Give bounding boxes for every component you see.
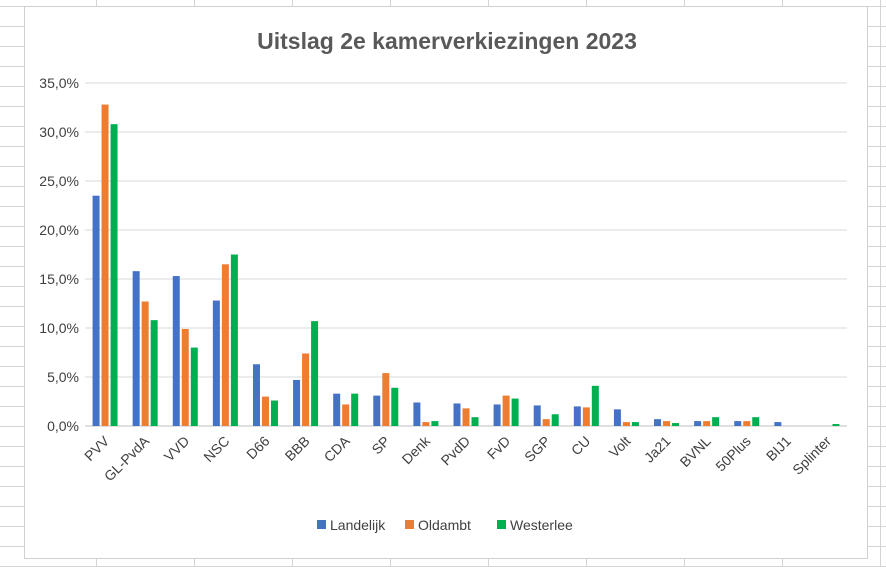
gridlines — [85, 82, 847, 427]
x-tick-label: Volt — [606, 433, 634, 461]
x-tick-label: Denk — [399, 432, 434, 467]
bar-landelijk-d66 — [252, 364, 260, 426]
x-tick-label: CU — [568, 433, 594, 459]
bar-oldambt-50plus — [743, 421, 751, 426]
bar-westerlee-nsc — [230, 254, 238, 426]
bar-landelijk-volt — [613, 409, 621, 426]
legend-label: Oldambt — [418, 517, 471, 533]
x-tick-label: PvdD — [438, 433, 474, 469]
bar-westerlee-denk — [431, 421, 439, 426]
y-tick-label: 10,0% — [39, 320, 79, 336]
x-tick-label: CDA — [321, 432, 354, 465]
bar-westerlee-d66 — [270, 400, 278, 426]
bar-westerlee-pvv — [110, 124, 118, 426]
x-tick-label: VVD — [161, 433, 193, 465]
bar-oldambt-sp — [382, 373, 390, 426]
x-tick-label: Ja21 — [641, 433, 674, 466]
bar-oldambt-sgp — [542, 419, 550, 426]
bar-chart: Uitslag 2e kamerverkiezingen 2023 0,0% 5,… — [39, 28, 847, 533]
bar-oldambt-fvd — [502, 395, 510, 426]
bar-westerlee-cda — [351, 393, 359, 426]
x-tick-label: FvD — [484, 433, 513, 462]
bar-landelijk-vvd — [172, 276, 180, 426]
bar-oldambt-vvd — [181, 328, 189, 426]
bar-landelijk-sp — [373, 395, 381, 426]
x-tick-label: Splinter — [789, 433, 834, 478]
bar-westerlee-splinter — [832, 424, 840, 426]
x-tick-label: BIJ1 — [763, 433, 794, 464]
bar-landelijk-cda — [333, 393, 341, 426]
y-tick-label: 0,0% — [47, 418, 79, 434]
bar-westerlee-ja21 — [672, 423, 680, 426]
x-tick-label: BVNL — [677, 433, 714, 470]
bar-oldambt-bbb — [302, 353, 310, 426]
bar-landelijk-pvv — [92, 195, 100, 426]
bar-oldambt-ja21 — [663, 421, 671, 426]
chart-area: Uitslag 2e kamerverkiezingen 2023 0,0% 5,… — [24, 6, 868, 559]
bar-westerlee-sgp — [551, 414, 559, 426]
x-tick-label: 50Plus — [712, 433, 754, 475]
y-tick-label: 20,0% — [39, 222, 79, 238]
bar-westerlee-gl-pvda — [150, 320, 158, 426]
y-tick-label: 25,0% — [39, 173, 79, 189]
legend: Landelijk Oldambt Westerlee — [317, 517, 573, 533]
bar-landelijk-ja21 — [654, 419, 662, 426]
bar-westerlee-vvd — [190, 347, 198, 426]
legend-label: Westerlee — [510, 517, 573, 533]
bar-landelijk-pvdd — [453, 403, 461, 426]
bar-landelijk-denk — [413, 402, 421, 426]
bar-landelijk-bij1 — [774, 422, 782, 426]
bar-oldambt-pvv — [101, 104, 109, 426]
bar-landelijk-fvd — [493, 404, 501, 426]
x-tick-label: SGP — [521, 433, 553, 465]
bar-oldambt-denk — [422, 422, 430, 426]
y-tick-label: 5,0% — [47, 369, 79, 385]
bar-oldambt-nsc — [221, 264, 229, 426]
bars — [92, 104, 840, 426]
legend-swatch — [497, 520, 506, 529]
legend-swatch — [317, 520, 326, 529]
bar-landelijk-50plus — [734, 421, 742, 426]
bar-oldambt-d66 — [261, 396, 269, 426]
y-tick-label: 15,0% — [39, 271, 79, 287]
x-tick-label: SP — [368, 433, 393, 458]
bar-oldambt-bvnl — [703, 421, 711, 426]
bar-westerlee-50plus — [752, 417, 760, 426]
bar-westerlee-fvd — [511, 398, 519, 426]
x-tick-label: BBB — [282, 433, 313, 464]
bar-landelijk-gl-pvda — [132, 271, 140, 426]
bar-oldambt-cda — [342, 404, 350, 426]
bar-westerlee-bvnl — [712, 417, 720, 426]
bar-westerlee-cu — [591, 385, 599, 426]
bar-landelijk-cu — [573, 406, 581, 426]
legend-swatch — [405, 520, 414, 529]
x-tick-label: GL-PvdA — [101, 432, 153, 484]
x-tick-label: NSC — [200, 433, 232, 465]
bar-landelijk-bvnl — [694, 421, 702, 426]
y-axis-ticks: 0,0% 5,0% 10,0% 15,0% 20,0% 25,0% 30,0% 35,0% — [39, 75, 79, 434]
bar-westerlee-pvdd — [471, 417, 479, 426]
x-tick-label: D66 — [243, 433, 273, 463]
bar-oldambt-cu — [582, 407, 590, 426]
bar-westerlee-bbb — [311, 321, 319, 426]
bar-oldambt-gl-pvda — [141, 301, 149, 426]
bar-landelijk-sgp — [533, 405, 541, 426]
bar-landelijk-bbb — [293, 379, 301, 426]
y-tick-label: 30,0% — [39, 124, 79, 140]
chart-title: Uitslag 2e kamerverkiezingen 2023 — [257, 28, 637, 54]
legend-label: Landelijk — [330, 517, 386, 533]
bar-westerlee-volt — [631, 422, 639, 426]
bar-oldambt-pvdd — [462, 408, 470, 426]
y-tick-label: 35,0% — [39, 75, 79, 91]
bar-landelijk-nsc — [212, 300, 220, 426]
bar-westerlee-sp — [391, 387, 399, 426]
x-tick-label: PVV — [81, 432, 113, 464]
bar-oldambt-volt — [622, 422, 630, 426]
